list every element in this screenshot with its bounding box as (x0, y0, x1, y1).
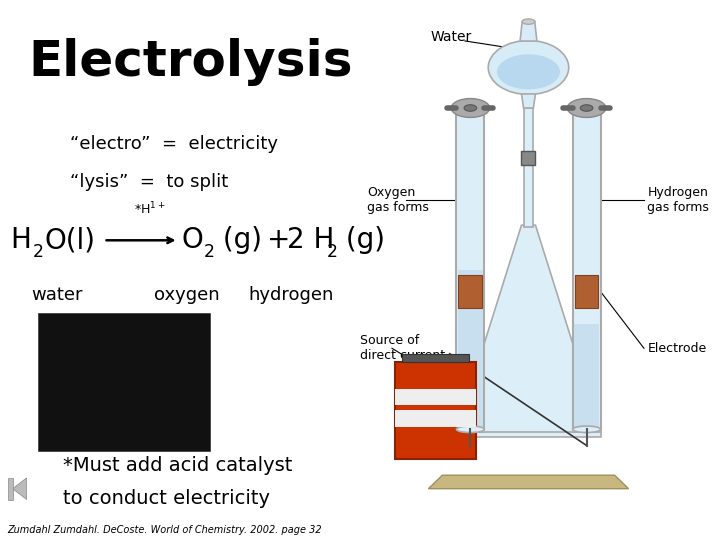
Text: O(l): O(l) (44, 226, 95, 254)
Text: oxygen: oxygen (154, 286, 220, 304)
Polygon shape (456, 225, 600, 432)
Text: (g): (g) (214, 226, 262, 254)
Text: Oxygen
gas forms: Oxygen gas forms (367, 186, 429, 214)
Ellipse shape (497, 54, 560, 89)
Text: Electrolysis: Electrolysis (28, 38, 353, 86)
Ellipse shape (451, 98, 490, 118)
Polygon shape (458, 270, 483, 428)
Text: O: O (182, 226, 204, 254)
Ellipse shape (580, 105, 593, 111)
Ellipse shape (572, 426, 600, 433)
Ellipse shape (567, 98, 606, 118)
Polygon shape (470, 227, 523, 432)
Polygon shape (521, 151, 536, 165)
Text: 2: 2 (33, 243, 44, 261)
Text: Electrode: Electrode (647, 342, 707, 355)
Ellipse shape (456, 426, 485, 433)
Text: “electro”  =  electricity: “electro” = electricity (70, 135, 278, 153)
Polygon shape (520, 22, 537, 41)
Ellipse shape (522, 19, 535, 24)
FancyBboxPatch shape (38, 313, 210, 451)
Polygon shape (12, 478, 27, 500)
Text: Zumdahl Zumdahl. DeCoste. World of Chemistry. 2002. page 32: Zumdahl Zumdahl. DeCoste. World of Chemi… (7, 524, 322, 535)
Polygon shape (395, 410, 476, 427)
Ellipse shape (456, 103, 485, 113)
Text: H: H (11, 226, 32, 254)
Text: +: + (267, 226, 291, 254)
Text: water: water (32, 286, 83, 304)
Text: (g): (g) (338, 226, 385, 254)
Polygon shape (402, 354, 469, 362)
Polygon shape (395, 389, 476, 405)
Text: 2: 2 (204, 243, 215, 261)
Text: “lysis”  =  to split: “lysis” = to split (70, 173, 228, 191)
Text: Source of
direct current: Source of direct current (361, 334, 446, 362)
Text: Hydrogen
gas forms: Hydrogen gas forms (647, 186, 709, 214)
Text: *Must add acid catalyst: *Must add acid catalyst (63, 456, 292, 475)
Text: hydrogen: hydrogen (248, 286, 334, 304)
Text: 2 H: 2 H (287, 226, 334, 254)
Polygon shape (521, 94, 536, 108)
Text: *H$^{1+}$: *H$^{1+}$ (134, 201, 166, 218)
Polygon shape (428, 475, 629, 489)
Ellipse shape (464, 105, 477, 111)
Polygon shape (459, 275, 482, 308)
Ellipse shape (572, 103, 600, 113)
Polygon shape (456, 424, 600, 437)
Polygon shape (572, 108, 600, 429)
Text: 2: 2 (327, 243, 338, 261)
Polygon shape (575, 275, 598, 308)
Polygon shape (456, 108, 485, 429)
Polygon shape (395, 362, 476, 459)
Polygon shape (523, 108, 534, 227)
Polygon shape (534, 227, 587, 432)
Text: to conduct electricity: to conduct electricity (63, 489, 270, 508)
Text: Water: Water (431, 30, 472, 44)
Polygon shape (574, 324, 599, 428)
Ellipse shape (488, 40, 569, 94)
Polygon shape (9, 478, 12, 500)
